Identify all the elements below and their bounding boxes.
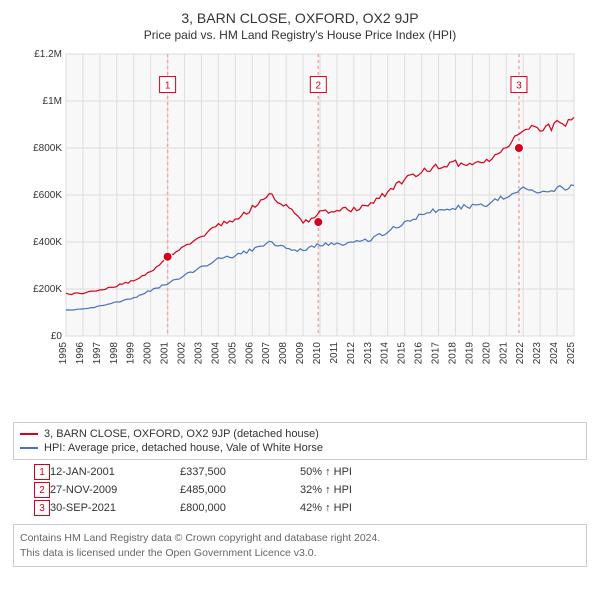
svg-text:2011: 2011 — [329, 342, 340, 364]
transaction-delta: 32% ↑ HPI — [300, 484, 420, 496]
svg-text:2016: 2016 — [414, 342, 425, 365]
transaction-delta: 50% ↑ HPI — [300, 466, 420, 478]
svg-text:2022: 2022 — [515, 342, 526, 365]
svg-text:1999: 1999 — [126, 342, 137, 365]
svg-text:2000: 2000 — [143, 342, 154, 365]
transaction-row: 330-SEP-2021£800,00042% ↑ HPI — [20, 500, 580, 516]
legend-swatch — [20, 433, 38, 435]
transaction-price: £800,000 — [180, 502, 300, 514]
svg-text:£1M: £1M — [43, 96, 62, 107]
svg-text:2014: 2014 — [380, 342, 391, 365]
svg-text:1997: 1997 — [92, 342, 103, 365]
svg-text:2008: 2008 — [278, 342, 289, 365]
svg-text:2005: 2005 — [227, 342, 238, 365]
transaction-delta: 42% ↑ HPI — [300, 502, 420, 514]
transaction-marker: 2 — [34, 482, 50, 498]
svg-text:1996: 1996 — [75, 342, 86, 365]
svg-text:2003: 2003 — [193, 342, 204, 365]
svg-text:2: 2 — [316, 81, 322, 92]
svg-text:£0: £0 — [51, 331, 63, 342]
svg-text:2004: 2004 — [210, 342, 221, 365]
svg-text:2023: 2023 — [532, 342, 543, 365]
transaction-row: 227-NOV-2009£485,00032% ↑ HPI — [20, 482, 580, 498]
footer-line: This data is licensed under the Open Gov… — [20, 546, 580, 561]
svg-text:2025: 2025 — [566, 342, 577, 365]
legend-row: 3, BARN CLOSE, OXFORD, OX2 9JP (detached… — [20, 427, 580, 441]
svg-text:£400K: £400K — [33, 237, 62, 248]
svg-text:£600K: £600K — [33, 190, 62, 201]
legend-label: HPI: Average price, detached house, Vale… — [44, 442, 323, 454]
data-attribution: Contains HM Land Registry data © Crown c… — [13, 524, 587, 567]
svg-text:2020: 2020 — [481, 342, 492, 365]
svg-text:2007: 2007 — [261, 342, 272, 365]
transaction-date: 30-SEP-2021 — [50, 502, 180, 514]
transaction-date: 12-JAN-2001 — [50, 466, 180, 478]
svg-text:2009: 2009 — [295, 342, 306, 365]
svg-text:£1.2M: £1.2M — [34, 49, 62, 60]
chart-subtitle: Price paid vs. HM Land Registry's House … — [8, 28, 592, 42]
legend-swatch — [20, 447, 38, 449]
svg-text:2018: 2018 — [447, 342, 458, 365]
svg-text:2010: 2010 — [312, 342, 323, 365]
transaction-marker: 3 — [34, 500, 50, 516]
svg-text:2006: 2006 — [244, 342, 255, 365]
svg-text:£200K: £200K — [33, 284, 62, 295]
svg-text:1998: 1998 — [109, 342, 120, 365]
legend-label: 3, BARN CLOSE, OXFORD, OX2 9JP (detached… — [44, 428, 319, 440]
chart-area: £0 £200K £400K £600K £800K £1M £1.2M 1995 1996 19… — [20, 48, 580, 378]
chart-title: 3, BARN CLOSE, OXFORD, OX2 9JP — [8, 10, 592, 26]
chart-svg: £0 £200K £400K £600K £800K £1M £1.2M 1995 1996 19… — [20, 48, 580, 418]
transaction-price: £485,000 — [180, 484, 300, 496]
legend-box: 3, BARN CLOSE, OXFORD, OX2 9JP (detached… — [13, 422, 587, 460]
svg-text:2001: 2001 — [160, 342, 171, 365]
svg-text:2002: 2002 — [177, 342, 188, 365]
svg-text:3: 3 — [516, 81, 522, 92]
svg-text:2013: 2013 — [363, 342, 374, 365]
svg-text:2015: 2015 — [397, 342, 408, 365]
svg-text:1: 1 — [165, 81, 171, 92]
transaction-marker: 1 — [34, 464, 50, 480]
transaction-date: 27-NOV-2009 — [50, 484, 180, 496]
svg-text:2024: 2024 — [549, 342, 560, 365]
svg-text:£800K: £800K — [33, 143, 62, 154]
footer-line: Contains HM Land Registry data © Crown c… — [20, 531, 580, 546]
svg-text:2021: 2021 — [498, 342, 509, 365]
svg-text:2019: 2019 — [464, 342, 475, 365]
svg-text:1995: 1995 — [58, 342, 69, 365]
transaction-price: £337,500 — [180, 466, 300, 478]
svg-text:2017: 2017 — [431, 342, 442, 365]
transaction-row: 112-JAN-2001£337,50050% ↑ HPI — [20, 464, 580, 480]
svg-text:2012: 2012 — [346, 342, 357, 365]
legend-row: HPI: Average price, detached house, Vale… — [20, 441, 580, 455]
